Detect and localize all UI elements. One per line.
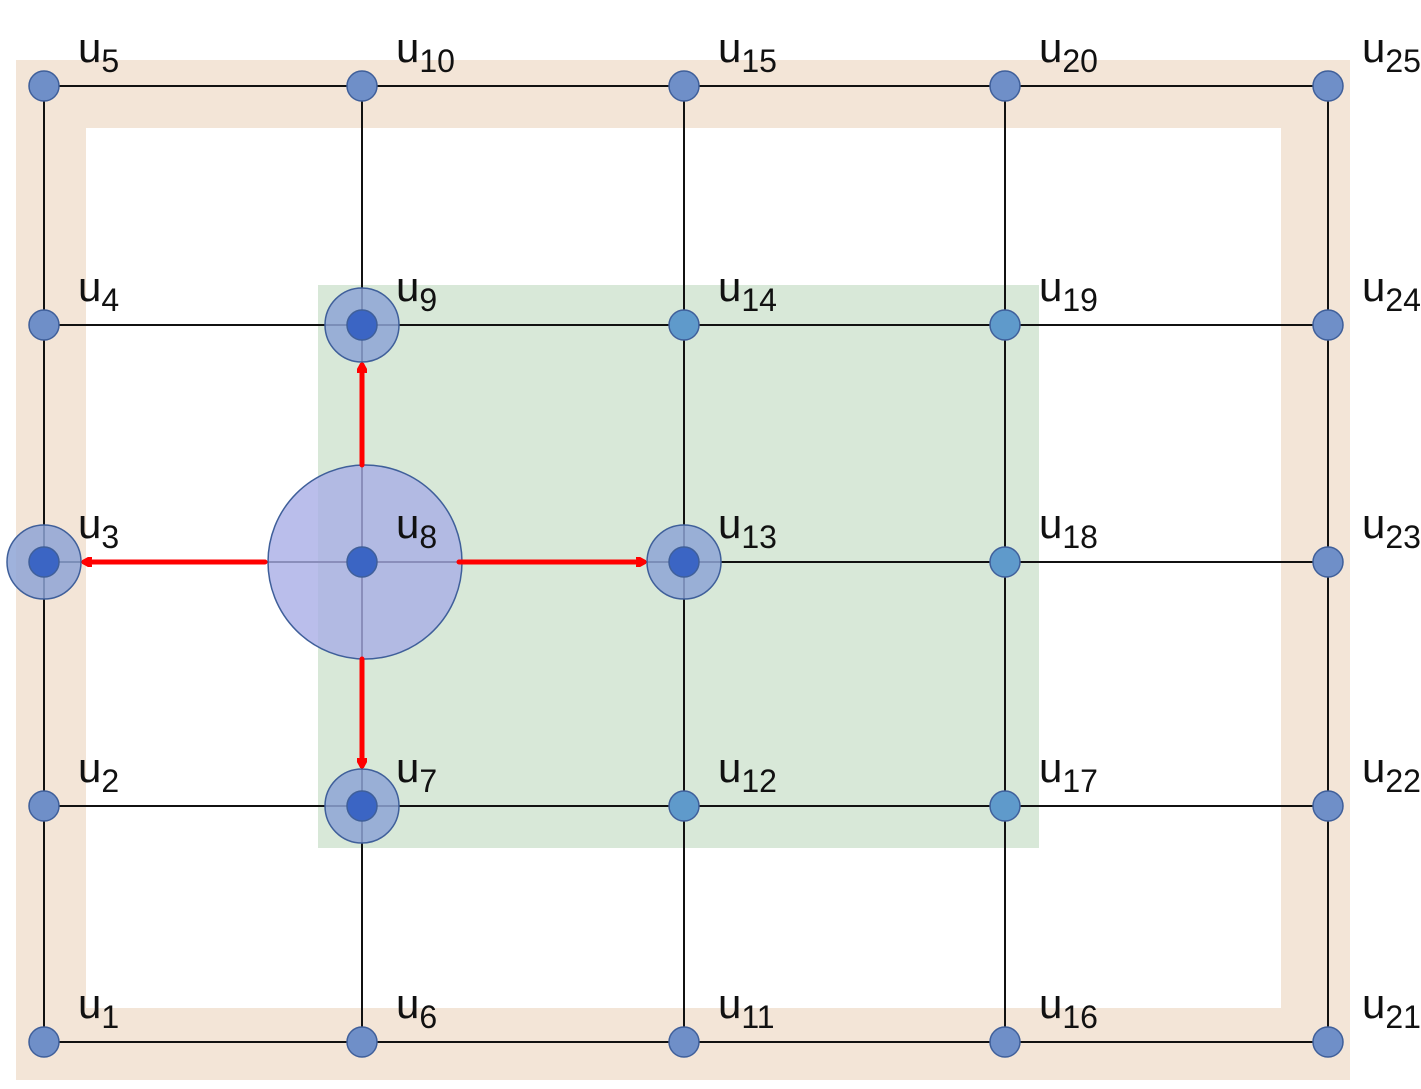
node-u23: [1312, 546, 1344, 578]
node-u16: [989, 1026, 1021, 1058]
node-label-u10: u10: [396, 24, 455, 79]
node-u5: [28, 70, 60, 102]
node-labels: u1 u2 u3 u4 u5 u6 u7 u8 u9 u10 u11 u12 u13 u14 u15 u16 u…: [78, 24, 1421, 1035]
node-label-u16: u16: [1039, 980, 1098, 1035]
node-label-u13: u13: [718, 500, 777, 555]
node-u4: [28, 309, 60, 341]
node-u7: [346, 790, 378, 822]
grid-nodes: [28, 70, 1344, 1058]
node-u18: [989, 546, 1021, 578]
node-label-u15: u15: [718, 24, 777, 79]
node-label-u23: u23: [1362, 500, 1421, 555]
node-u21: [1312, 1026, 1344, 1058]
node-label-u18: u18: [1039, 500, 1098, 555]
node-label-u5: u5: [78, 24, 119, 79]
node-u12: [668, 790, 700, 822]
node-label-u24: u24: [1362, 263, 1421, 318]
node-label-u17: u17: [1039, 744, 1098, 799]
node-u20: [989, 70, 1021, 102]
node-label-u9: u9: [396, 263, 437, 318]
node-u13: [668, 546, 700, 578]
direction-arrows: [81, 362, 647, 769]
node-label-u4: u4: [78, 263, 119, 318]
node-label-u11: u11: [718, 980, 775, 1035]
node-label-u7: u7: [396, 744, 437, 799]
node-label-u14: u14: [718, 263, 777, 318]
node-u25: [1312, 70, 1344, 102]
node-label-u25: u25: [1362, 24, 1421, 79]
node-label-u12: u12: [718, 744, 777, 799]
node-label-u1: u1: [78, 980, 119, 1035]
node-u2: [28, 790, 60, 822]
node-label-u3: u3: [78, 500, 119, 555]
node-u22: [1312, 790, 1344, 822]
node-label-u2: u2: [78, 744, 119, 799]
node-u11: [668, 1026, 700, 1058]
node-u9: [346, 309, 378, 341]
node-u1: [28, 1026, 60, 1058]
node-u15: [668, 70, 700, 102]
node-label-u8: u8: [396, 500, 437, 555]
node-u8: [346, 546, 378, 578]
node-label-u19: u19: [1039, 263, 1098, 318]
node-label-u20: u20: [1039, 24, 1098, 79]
node-label-u21: u21: [1362, 980, 1421, 1035]
node-u14: [668, 309, 700, 341]
node-u10: [346, 70, 378, 102]
node-u19: [989, 309, 1021, 341]
node-label-u6: u6: [396, 980, 437, 1035]
node-label-u22: u22: [1362, 744, 1421, 799]
node-u6: [346, 1026, 378, 1058]
node-u17: [989, 790, 1021, 822]
node-u24: [1312, 309, 1344, 341]
node-u3: [28, 546, 60, 578]
